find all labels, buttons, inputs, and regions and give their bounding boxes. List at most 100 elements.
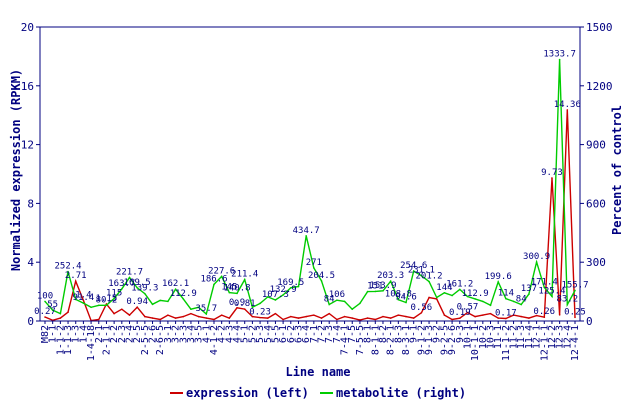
data-point [44,300,46,303]
data-point [366,317,369,319]
data-label: 125.4 [538,286,565,296]
data-point [558,58,561,61]
data-point [213,318,215,321]
data-label: 227.6 [208,266,235,276]
data-point [366,290,369,293]
data-point [420,274,423,277]
x-tick-label: M82 [40,325,51,343]
data-point [305,315,307,318]
data-point [266,317,269,319]
x-tick-label: 2-5 [132,325,143,343]
x-tick-label: 7-3 [324,325,335,343]
y-left-tick-label: 20 [21,21,34,34]
data-label: 0.56 [411,303,433,313]
data-point [443,291,446,294]
x-tick-label: 7-4 [332,325,343,343]
x-tick-label: 8-3 [393,325,404,343]
data-point [136,286,138,289]
data-point [328,312,331,315]
data-point [182,298,185,300]
x-tick-label: 6-2 [286,325,297,343]
data-point [274,312,277,315]
data-point [458,317,461,320]
data-point [313,314,315,316]
data-point [251,315,254,318]
data-label: 221.7 [116,268,143,278]
data-point [351,317,354,319]
data-point [44,316,46,318]
data-point [489,312,492,315]
data-point [243,278,246,281]
data-label: 153.9 [369,281,396,291]
data-point [236,292,238,295]
x-tick-label: 6-1 [278,325,289,343]
data-point [151,317,154,319]
data-label: 203.3 [377,271,404,281]
x-tick-label: 3-4 [186,325,197,343]
data-point [482,314,484,316]
data-point [435,296,438,299]
y-axis-left-title: Normalized expression (RPKM) [9,69,23,271]
x-tick-label: 1-3 [71,325,82,343]
data-point [412,270,415,272]
data-point [236,306,238,309]
data-label: 0.17 [495,309,517,319]
data-label: 0.19 [449,308,471,318]
data-label: 107.3 [262,290,289,300]
data-label: 204.5 [308,271,335,281]
data-label: 9.73 [541,168,563,178]
data-point [59,317,62,319]
data-point [528,293,530,295]
data-point [428,296,430,299]
y-right-tick-label: 300 [586,256,606,269]
data-point [435,298,438,300]
data-label: 144 [436,283,452,293]
data-label: 169.5 [277,278,304,288]
data-point [274,299,277,301]
x-tick-label: 5-5 [270,325,281,343]
data-label: 83.2 [556,295,578,305]
data-point [205,313,208,315]
x-tick-label: 6-4 [301,325,312,343]
data-label: 80.2 [96,295,118,305]
data-point [59,312,62,315]
data-point [167,300,169,303]
data-point [251,306,254,309]
x-tick-label: 12-1 [532,325,543,349]
x-tick-label: 4-3 [224,325,235,343]
data-point [343,315,346,318]
y-left-tick-label: 8 [27,197,34,210]
data-point [151,303,154,306]
data-label: 114 [498,289,514,299]
data-point [382,315,384,318]
x-tick-label: 7-5 [347,325,358,343]
x-tick-label: 12-3 [555,325,566,349]
data-point [197,306,200,309]
x-tick-label: 9-1-2 [416,325,427,355]
x-tick-label: 4-1-2 [209,325,220,355]
data-label: 35.7 [195,304,217,314]
data-label: 1.4 [75,290,91,300]
x-tick-label: 4-4 [232,325,243,343]
data-point [205,317,208,319]
x-tick-label: 2-1 [94,325,105,343]
data-point [128,314,131,316]
data-point [144,292,146,295]
data-point [359,302,361,305]
axes: 048121620030060090012001500M821-11-1-21-… [21,21,613,361]
data-point [105,304,108,307]
data-label: 145 [221,283,237,293]
data-label: 0.25 [564,307,586,317]
data-label: 155.7 [561,280,588,290]
data-point [474,298,476,300]
data-labels: 0.272.711.4 1.15 0.94 0.90.810.23 0.560.190.… [34,50,588,319]
data-point [121,288,123,290]
y-right-tick-label: 0 [586,315,593,328]
data-label: 171.4 [531,277,558,287]
data-point [543,316,546,318]
data-point [67,270,69,273]
x-tick-label: 9-3 [455,325,466,343]
data-point [182,315,185,318]
x-tick-label: 7-5-5 [355,325,366,355]
